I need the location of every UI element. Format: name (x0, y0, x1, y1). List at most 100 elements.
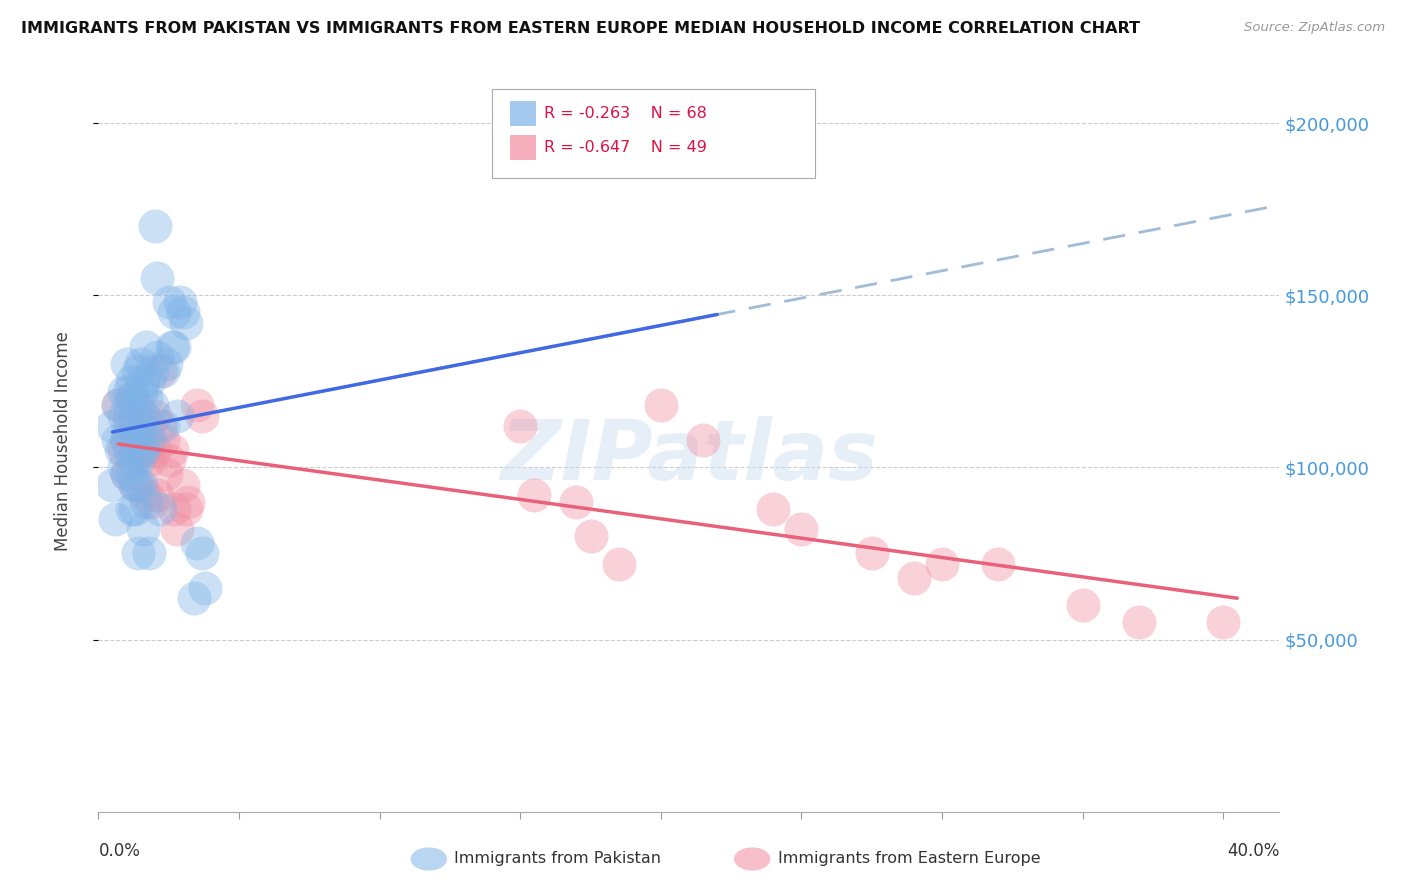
Point (146, 350, 169, 364)
Text: IMMIGRANTS FROM PAKISTAN VS IMMIGRANTS FROM EASTERN EUROPE MEDIAN HOUSEHOLD INCO: IMMIGRANTS FROM PAKISTAN VS IMMIGRANTS F… (21, 21, 1140, 36)
Point (110, 443, 132, 458)
Point (104, 512, 127, 526)
Point (135, 392, 157, 406)
Point (903, 570, 925, 584)
Point (107, 433, 129, 447)
Point (127, 425, 149, 440)
Point (579, 529, 602, 543)
Point (124, 477, 146, 491)
Point (565, 495, 588, 509)
Point (127, 398, 149, 412)
Point (509, 419, 531, 434)
Point (127, 364, 149, 378)
Point (146, 488, 169, 502)
Point (129, 443, 152, 458)
Point (107, 398, 129, 412)
Point (115, 433, 138, 447)
Point (607, 557, 630, 571)
Point (149, 501, 172, 516)
Point (121, 392, 143, 406)
Point (152, 364, 174, 378)
Point (138, 419, 160, 434)
Point (135, 425, 157, 440)
Point (194, 581, 217, 595)
Point (127, 453, 149, 467)
Point (118, 409, 141, 423)
Point (931, 557, 953, 571)
Point (155, 357, 177, 371)
Point (1212, 615, 1234, 630)
Point (155, 467, 177, 482)
Point (121, 392, 143, 406)
Point (186, 536, 208, 550)
Point (129, 419, 152, 434)
Point (138, 453, 160, 467)
Point (121, 501, 143, 516)
Point (143, 443, 166, 458)
Point (124, 419, 146, 434)
Y-axis label: Median Household Income: Median Household Income (53, 332, 72, 551)
Point (166, 522, 188, 536)
Point (124, 409, 146, 423)
Point (115, 467, 138, 482)
Point (762, 501, 785, 516)
Point (138, 546, 160, 560)
Point (169, 295, 191, 310)
Point (118, 398, 141, 412)
Point (101, 419, 124, 434)
Point (124, 453, 146, 467)
Point (172, 477, 194, 491)
Point (163, 305, 186, 319)
Point (163, 340, 186, 354)
Point (138, 433, 160, 447)
Point (112, 409, 135, 423)
Point (141, 495, 163, 509)
Point (129, 443, 152, 458)
Point (149, 419, 172, 434)
Point (118, 443, 141, 458)
Point (174, 316, 197, 330)
Text: 40.0%: 40.0% (1227, 842, 1279, 860)
Point (174, 501, 197, 516)
Point (152, 419, 174, 434)
Point (160, 340, 183, 354)
Point (132, 522, 155, 536)
Point (129, 384, 152, 399)
Point (132, 409, 155, 423)
Point (138, 374, 160, 388)
Point (141, 364, 163, 378)
Point (121, 453, 143, 467)
Point (115, 357, 138, 371)
Text: Immigrants from Pakistan: Immigrants from Pakistan (454, 852, 661, 866)
Point (124, 477, 146, 491)
Point (160, 443, 183, 458)
Point (166, 409, 188, 423)
Point (132, 443, 155, 458)
Point (1071, 598, 1094, 612)
Point (186, 398, 208, 412)
Point (124, 501, 146, 516)
Point (132, 374, 155, 388)
Point (650, 398, 672, 412)
Text: R = -0.263    N = 68: R = -0.263 N = 68 (544, 106, 707, 120)
Point (146, 271, 169, 285)
Point (860, 546, 883, 560)
Point (112, 384, 135, 399)
Text: 0.0%: 0.0% (98, 842, 141, 860)
Point (790, 522, 813, 536)
Point (129, 477, 152, 491)
Point (692, 433, 714, 447)
Point (129, 357, 152, 371)
Point (141, 398, 163, 412)
Point (191, 546, 214, 560)
Point (523, 488, 546, 502)
Point (115, 433, 138, 447)
Point (157, 295, 180, 310)
Point (121, 467, 143, 482)
Point (121, 374, 143, 388)
Point (135, 443, 157, 458)
Point (112, 460, 135, 475)
Point (191, 409, 214, 423)
Point (157, 453, 180, 467)
Point (1128, 615, 1150, 630)
